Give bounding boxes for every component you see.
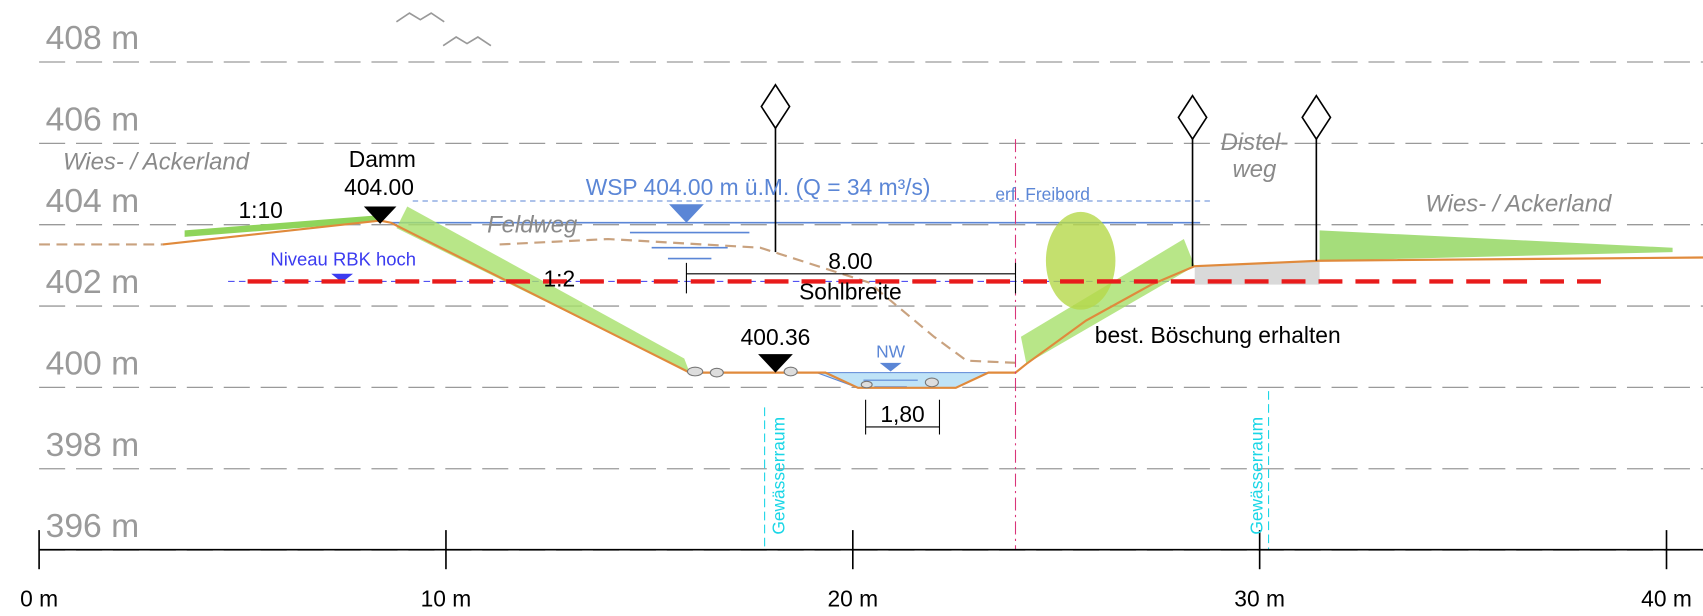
signs <box>760 83 1332 267</box>
nw-label: NW <box>876 342 906 362</box>
path-label: Distel- <box>1221 129 1289 156</box>
dimension-lines <box>685 262 1017 435</box>
existing-terrain <box>499 237 1016 364</box>
land-label: Wies- / Ackerland <box>63 148 250 175</box>
y-tick-label: 406 m <box>46 102 140 139</box>
bed-width-label: Sohlbreite <box>799 278 902 304</box>
x-tick-label: 10 m <box>421 586 472 612</box>
y-tick-label: 396 m <box>46 508 140 545</box>
grass <box>1020 239 1195 364</box>
stones <box>686 366 939 389</box>
water-level-label: WSP 404.00 m ü.M. (Q = 34 m³/s) <box>586 174 931 200</box>
x-tick-label: 20 m <box>827 586 878 612</box>
y-tick-label: 404 m <box>46 183 140 220</box>
rbk-triangle <box>331 273 353 283</box>
grass <box>396 206 690 373</box>
path-surface <box>1194 260 1320 285</box>
y-tick-label: 400 m <box>46 346 140 383</box>
path-label: Feldweg <box>487 211 578 238</box>
x-tick-label: 30 m <box>1234 586 1285 612</box>
dam-title: Damm <box>349 146 416 172</box>
x-axis: 0 m 10 m 20 m 30 m 40 m <box>20 530 1703 612</box>
y-tick-label: 408 m <box>46 20 140 57</box>
grass <box>184 215 381 237</box>
bed-width-value: 8.00 <box>828 248 872 274</box>
nw-triangle <box>879 362 902 372</box>
bank-note: best. Böschung erhalten <box>1095 322 1341 348</box>
dam-triangle <box>363 206 397 224</box>
water-space-label: Gewässerraum <box>1246 417 1266 535</box>
bed-triangle <box>758 354 793 373</box>
birds <box>395 12 492 47</box>
water-space-label: Gewässerraum <box>768 417 788 535</box>
water-symbol <box>629 231 750 260</box>
y-tick-label: 402 m <box>46 264 140 301</box>
land-label: Wies- / Ackerland <box>1425 191 1612 218</box>
bed-level: 400.36 <box>741 324 811 350</box>
water-triangle <box>669 204 704 223</box>
bush <box>1045 211 1116 310</box>
slope-label: 1:2 <box>543 265 575 291</box>
dam-level: 404.00 <box>344 174 414 200</box>
design-profile <box>162 219 1703 389</box>
rbk-label: Niveau RBK hoch <box>270 249 416 270</box>
x-tick-label: 40 m <box>1641 586 1692 612</box>
grass <box>1319 230 1673 261</box>
y-tick-label: 398 m <box>46 427 140 464</box>
slope-label: 1:10 <box>238 197 282 223</box>
freeboard-label: erf. Freibord <box>995 184 1090 204</box>
low-width: 1,80 <box>880 401 924 427</box>
x-tick-label: 0 m <box>20 586 58 612</box>
path-label: weg <box>1233 156 1278 183</box>
